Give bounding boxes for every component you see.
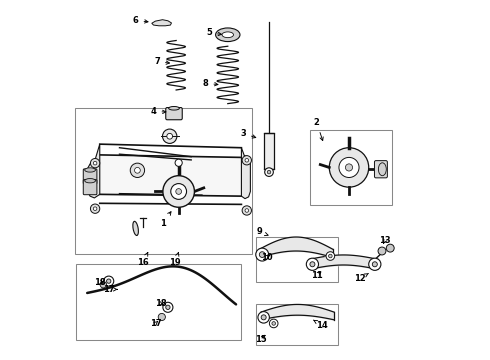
Text: 17: 17 [103, 285, 118, 294]
Circle shape [163, 129, 177, 143]
Ellipse shape [222, 32, 234, 38]
Text: 15: 15 [255, 335, 267, 344]
Text: 12: 12 [354, 273, 368, 283]
Text: 14: 14 [314, 320, 328, 330]
Text: 19: 19 [169, 252, 181, 267]
Circle shape [163, 176, 195, 207]
Circle shape [261, 315, 266, 320]
FancyBboxPatch shape [374, 161, 388, 178]
Circle shape [368, 258, 381, 270]
Circle shape [256, 248, 269, 261]
Circle shape [163, 302, 173, 312]
Ellipse shape [169, 107, 179, 110]
Ellipse shape [85, 168, 96, 172]
Text: 7: 7 [154, 57, 170, 66]
Circle shape [171, 184, 187, 199]
Text: 10: 10 [261, 253, 272, 262]
Circle shape [326, 252, 335, 260]
Circle shape [306, 258, 318, 270]
Circle shape [339, 157, 359, 177]
Text: 18: 18 [94, 278, 105, 287]
Circle shape [310, 262, 315, 267]
Text: 13: 13 [379, 237, 391, 246]
Text: 1: 1 [160, 212, 171, 228]
Circle shape [329, 254, 332, 258]
Ellipse shape [216, 28, 240, 41]
Circle shape [158, 314, 166, 320]
Circle shape [91, 204, 100, 213]
Circle shape [104, 276, 114, 286]
Circle shape [329, 148, 368, 187]
Circle shape [258, 312, 270, 323]
Text: 5: 5 [206, 28, 221, 37]
Circle shape [242, 156, 251, 165]
Circle shape [386, 244, 394, 252]
Polygon shape [87, 144, 100, 198]
Circle shape [167, 134, 172, 139]
Circle shape [100, 282, 107, 288]
Text: 18: 18 [155, 299, 167, 308]
Circle shape [176, 189, 181, 194]
Bar [76, 264, 242, 339]
Circle shape [272, 321, 275, 325]
Text: 17: 17 [149, 319, 161, 328]
Bar [264, 134, 274, 169]
Circle shape [245, 158, 248, 162]
Circle shape [130, 163, 145, 177]
Circle shape [270, 319, 278, 328]
Circle shape [245, 209, 248, 212]
Circle shape [267, 170, 271, 174]
Circle shape [265, 168, 273, 176]
Circle shape [242, 206, 251, 215]
Text: 11: 11 [311, 270, 322, 279]
Bar [74, 108, 252, 253]
Ellipse shape [133, 221, 138, 235]
Circle shape [107, 279, 111, 283]
Circle shape [93, 207, 97, 211]
Circle shape [378, 247, 386, 255]
Text: 16: 16 [137, 252, 148, 267]
Circle shape [259, 252, 265, 257]
Circle shape [91, 158, 100, 168]
Text: 8: 8 [203, 79, 218, 88]
Bar [256, 304, 338, 345]
FancyBboxPatch shape [83, 169, 97, 184]
Circle shape [345, 164, 353, 171]
Text: 6: 6 [133, 16, 148, 25]
Text: 2: 2 [314, 118, 323, 140]
Ellipse shape [85, 179, 96, 183]
Text: 4: 4 [150, 107, 166, 116]
Bar [310, 130, 392, 205]
Ellipse shape [378, 163, 386, 176]
FancyBboxPatch shape [166, 108, 182, 120]
Text: 3: 3 [240, 129, 256, 138]
Circle shape [93, 161, 97, 165]
Bar [256, 237, 338, 282]
FancyBboxPatch shape [83, 180, 97, 195]
Circle shape [372, 262, 377, 267]
Polygon shape [242, 148, 250, 199]
Polygon shape [152, 20, 172, 26]
Circle shape [175, 159, 182, 166]
Text: 9: 9 [256, 228, 268, 237]
Circle shape [135, 167, 140, 173]
Circle shape [166, 305, 170, 310]
